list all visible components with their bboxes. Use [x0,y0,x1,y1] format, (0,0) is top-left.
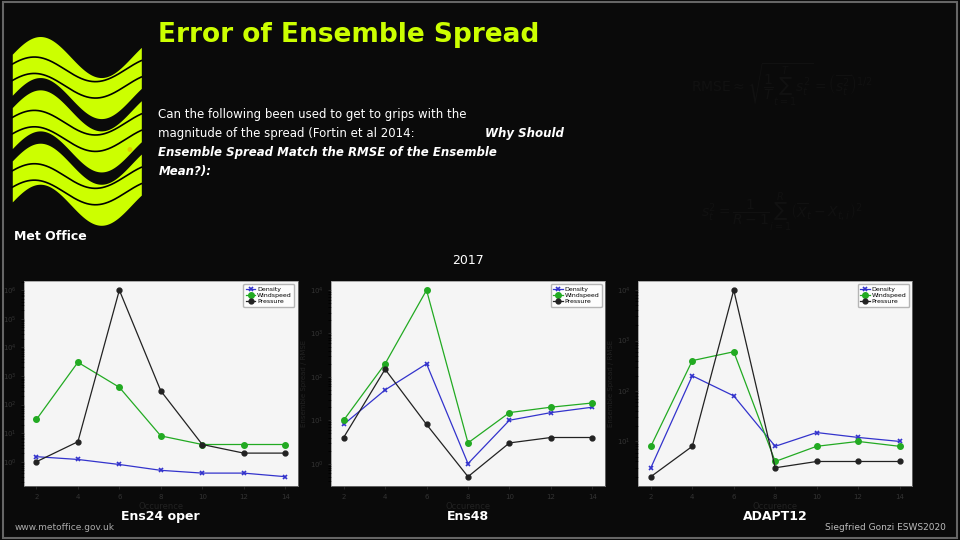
Pressure [645,474,657,480]
Text: Ens24 oper: Ens24 oper [122,510,200,523]
Text: Error of Ensemble Spread: Error of Ensemble Spread [158,22,540,48]
Legend: Density, Windspeed, Pressure: Density, Windspeed, Pressure [551,284,602,307]
Text: Siegfried Gonzi ESWS2020: Siegfried Gonzi ESWS2020 [825,523,946,532]
Density [545,409,557,416]
Windspeed [279,441,291,448]
Windspeed [852,438,864,444]
Text: $\mathrm{RMSE} \approx \sqrt{\dfrac{1}{T}\sum_{t=1}^{T} s_t^2} = \left(\overline: $\mathrm{RMSE} \approx \sqrt{\dfrac{1}{T… [690,62,873,108]
Windspeed [420,287,432,293]
Density [379,387,391,393]
Line: Windspeed: Windspeed [34,360,288,447]
Windspeed [463,440,474,446]
Text: ADAPT12: ADAPT12 [743,510,807,523]
Pressure [770,464,781,471]
Density [728,393,739,399]
Legend: Density, Windspeed, Pressure: Density, Windspeed, Pressure [244,284,295,307]
Pressure [113,287,125,293]
Windspeed [504,409,516,416]
Pressure [279,450,291,456]
Windspeed [894,443,905,449]
Windspeed [113,384,125,390]
Pressure [197,441,208,448]
Density [238,470,250,476]
Pressure [811,458,823,465]
Windspeed [338,417,349,423]
Pressure [852,458,864,465]
Text: Can the following been used to get to grips with the: Can the following been used to get to gr… [158,108,467,121]
Line: Density: Density [34,454,288,479]
Pressure [338,434,349,441]
Windspeed [728,348,739,355]
Density [852,434,864,441]
Windspeed [31,416,42,423]
Density [156,467,167,474]
Text: Met Office: Met Office [14,230,87,242]
Legend: Density, Windspeed, Pressure: Density, Windspeed, Pressure [858,284,909,307]
Pressure [379,366,391,373]
Pressure [728,287,739,293]
Density [338,421,349,428]
Pressure [504,440,516,446]
Density [420,361,432,367]
Density [113,461,125,468]
Density [504,417,516,423]
Line: Pressure: Pressure [648,288,902,479]
Line: Pressure: Pressure [341,367,595,479]
Pressure [238,450,250,456]
Pressure [420,421,432,428]
Y-axis label: Ensemble Spread / RMSE: Ensemble Spread / RMSE [609,340,614,427]
Windspeed [645,443,657,449]
Density [894,438,905,444]
Text: 2017: 2017 [452,254,484,267]
Windspeed [379,361,391,367]
Pressure [894,458,905,465]
Windspeed [770,458,781,465]
Density [587,404,598,410]
Windspeed [156,433,167,439]
Y-axis label: Ensemble Spread / RMSE: Ensemble Spread / RMSE [301,340,307,427]
Line: Density: Density [341,361,595,466]
Density [645,464,657,471]
Line: Pressure: Pressure [34,288,288,464]
Pressure [156,388,167,394]
Pressure [31,458,42,465]
Density [279,474,291,480]
Line: Windspeed: Windspeed [341,287,595,446]
Text: $s_t^2 = \dfrac{1}{R-1}\sum_{i=1}^{R}\left(\overline{X}_t - X_{t,i}\right)^2$: $s_t^2 = \dfrac{1}{R-1}\sum_{i=1}^{R}\le… [701,190,862,234]
Density [463,461,474,467]
Text: magnitude of the spread (Fortin et al 2014:: magnitude of the spread (Fortin et al 20… [158,127,419,140]
Windspeed [545,404,557,410]
Text: Why Should: Why Should [485,127,564,140]
X-axis label: Occurence: Occurence [138,502,183,511]
Text: www.metoffice.gov.uk: www.metoffice.gov.uk [14,523,114,532]
Text: Ens48: Ens48 [447,510,489,523]
Pressure [72,438,84,445]
X-axis label: Occurence: Occurence [753,502,798,511]
Density [197,470,208,476]
Pressure [686,443,698,449]
Windspeed [197,441,208,448]
Density [686,373,698,379]
Windspeed [238,441,250,448]
Density [770,443,781,449]
Text: •: • [125,142,134,160]
Windspeed [587,400,598,406]
Line: Windspeed: Windspeed [648,349,902,464]
Density [72,456,84,463]
X-axis label: Occurence: Occurence [445,502,491,511]
Pressure [587,434,598,441]
Text: Ensemble Spread Match the RMSE of the Ensemble: Ensemble Spread Match the RMSE of the En… [158,146,497,159]
Density [811,429,823,436]
Windspeed [811,443,823,449]
Density [31,454,42,460]
Pressure [463,474,474,480]
Line: Density: Density [648,373,902,470]
Windspeed [686,357,698,364]
Text: Mean?):: Mean?): [158,165,211,178]
Pressure [545,434,557,441]
Windspeed [72,359,84,366]
